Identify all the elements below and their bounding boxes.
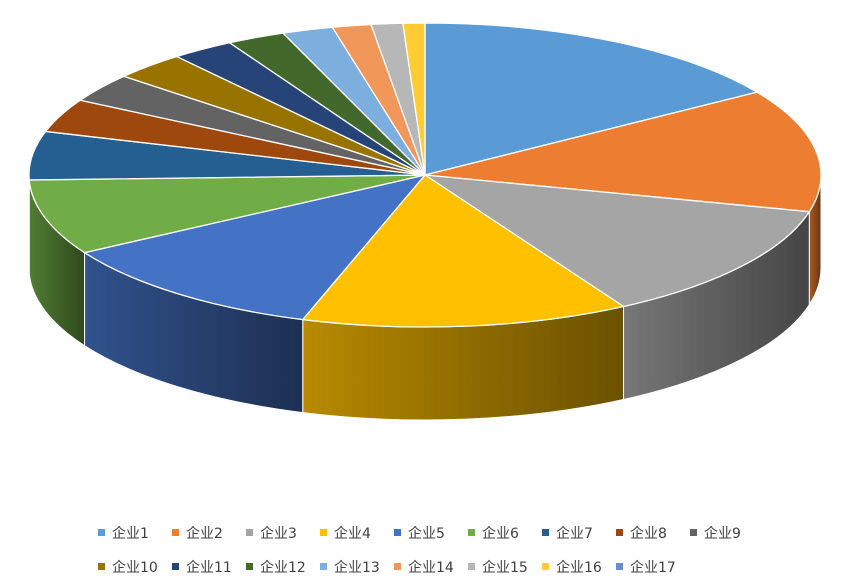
legend-label: 企业1 (112, 525, 149, 542)
pie-slice-5 (82, 173, 427, 321)
legend-label: 企业15 (482, 559, 528, 576)
legend-swatch (468, 529, 475, 536)
legend-label: 企业8 (630, 525, 667, 542)
legend-item-12: 企业12 (246, 559, 306, 576)
legend-label: 企业14 (408, 559, 454, 576)
legend-swatch (172, 563, 179, 570)
legend-swatch (690, 529, 697, 536)
legend-label: 企业17 (630, 559, 676, 576)
pie-slice-6 (28, 174, 426, 254)
legend-item-7: 企业7 (542, 525, 593, 542)
pie-slice-16 (402, 22, 426, 176)
legend-label: 企业16 (556, 559, 602, 576)
legend-swatch (468, 563, 475, 570)
pie-slice-3 (424, 174, 811, 308)
legend-label: 企业13 (334, 559, 380, 576)
legend-label: 企业12 (260, 559, 306, 576)
legend-swatch (542, 529, 549, 536)
legend-swatch (246, 563, 253, 570)
legend-item-11: 企业11 (172, 559, 232, 576)
legend-swatch (394, 529, 401, 536)
legend-swatch (394, 563, 401, 570)
legend-item-6: 企业6 (468, 525, 519, 542)
legend-label: 企业9 (704, 525, 741, 542)
legend-item-17: 企业17 (616, 559, 676, 576)
legend-swatch (320, 529, 327, 536)
legend-item-10: 企业10 (98, 559, 158, 576)
pie-slice-2 (424, 91, 822, 213)
legend-label: 企业5 (408, 525, 445, 542)
pie-slice-4 (301, 174, 626, 328)
pie-sides (28, 174, 822, 421)
legend-swatch (616, 563, 623, 570)
legend-item-8: 企业8 (616, 525, 667, 542)
legend: 企业1 企业2 企业3 企业4 企业5 企业6 企业7 企业8 企业9 企业10 企业11 企业12 企… (98, 525, 741, 576)
legend-label: 企业6 (482, 525, 519, 542)
legend-item-4: 企业4 (320, 525, 371, 542)
legend-swatch (616, 529, 623, 536)
legend-label: 企业11 (186, 559, 232, 576)
legend-swatch (246, 529, 253, 536)
legend-label: 企业3 (260, 525, 297, 542)
legend-label: 企业2 (186, 525, 223, 542)
legend-item-15: 企业15 (468, 559, 528, 576)
legend-label: 企业7 (556, 525, 593, 542)
legend-item-9: 企业9 (690, 525, 741, 542)
legend-item-2: 企业2 (172, 525, 223, 542)
legend-swatch (542, 563, 549, 570)
pie-slice-1 (424, 22, 759, 176)
legend-item-14: 企业14 (394, 559, 454, 576)
legend-swatch (172, 529, 179, 536)
legend-item-3: 企业3 (246, 525, 297, 542)
legend-swatch (320, 563, 327, 570)
pie-tops (28, 22, 822, 328)
legend-label: 企业4 (334, 525, 371, 542)
legend-item-1: 企业1 (98, 525, 149, 542)
legend-item-16: 企业16 (542, 559, 602, 576)
legend-swatch (98, 529, 105, 536)
legend-label: 企业10 (112, 559, 158, 576)
legend-item-5: 企业5 (394, 525, 445, 542)
legend-item-13: 企业13 (320, 559, 380, 576)
legend-swatch (98, 563, 105, 570)
